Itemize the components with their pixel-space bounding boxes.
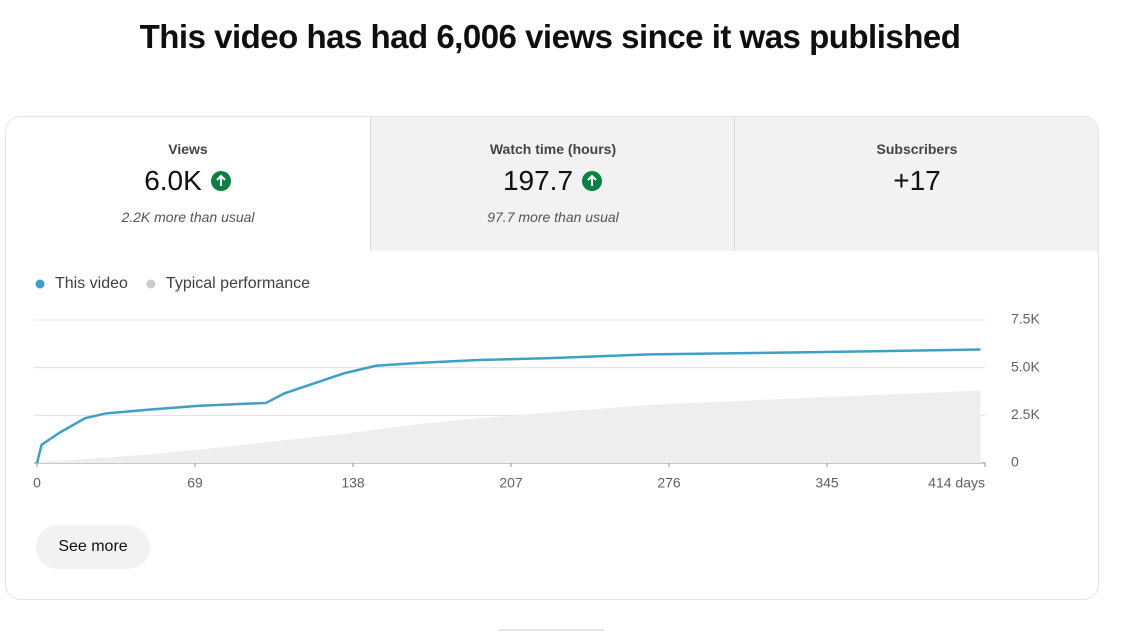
chart: 0 2.5K 5.0K 7.5K 0 69 138 207 276 345 414 days This… [33,275,1040,491]
tab-label: Views [168,141,208,157]
views-tab[interactable]: Views 6.0K 2.2K more than usual [6,117,370,251]
x-tick-label: 207 [499,475,523,491]
x-tick-label: 414 days [928,475,985,491]
legend-dot [146,279,156,289]
value-text: 197.7 [502,165,574,196]
y-tick-label: 2.5K [1011,406,1040,422]
tab-note: 2.2K more than usual [121,209,255,225]
tab-value: +17 [735,165,1098,197]
video-line [35,348,981,464]
x-tick-label: 0 [33,475,41,491]
legend-label: Typical performance [166,275,310,292]
value-text: 6.0K [144,165,202,196]
see-more-button[interactable]: See more [36,525,150,569]
x-tick-label: 69 [187,475,203,491]
tab-note: 97.7 more than usual [487,209,619,225]
legend-label: This video [55,275,128,292]
x-tick-label: 138 [341,475,365,491]
x-tick-label: 345 [815,475,839,491]
typical-area [37,390,981,463]
x-tick-label: 276 [657,475,681,491]
y-tick-label: 5.0K [1011,358,1040,374]
analytics-card: Views 6.0K 2.2K more than usual Watch ti… [5,116,1099,600]
legend-dot [35,279,45,289]
value-text: +17 [893,165,941,196]
up-icon [210,171,231,191]
tab-label: Watch time (hours) [489,141,617,157]
y-tick-label: 7.5K [1011,311,1040,327]
tab-value: 197.7 [371,165,735,197]
tab-label: Subscribers [876,141,958,157]
tab-value: 6.0K [6,165,370,197]
y-tick-label: 0 [1011,454,1019,470]
subscribers-tab[interactable]: Subscribers +17 [734,117,1098,251]
divider [498,629,604,631]
up-icon [582,171,603,191]
watch-time-tab[interactable]: Watch time (hours) 197.7 97.7 more than … [370,117,735,251]
page-title: This video has had 6,006 views since it … [139,18,961,55]
